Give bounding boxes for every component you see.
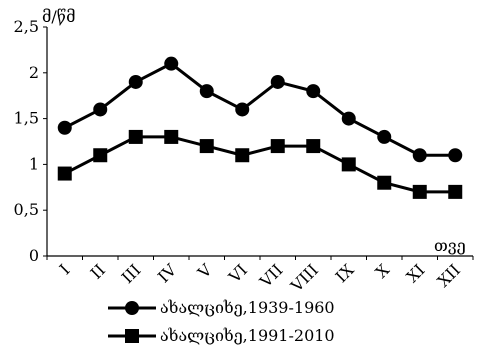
- x-tick-label: III: [118, 260, 145, 287]
- legend-marker: [125, 301, 139, 315]
- data-point: [306, 84, 321, 99]
- data-point: [128, 129, 143, 144]
- legend-label: ახალციხე,1939-1960: [160, 298, 335, 317]
- series-1: [57, 56, 463, 163]
- x-tick-label: VII: [255, 260, 286, 291]
- data-point: [270, 139, 285, 154]
- x-ticks: I II III IV V VI VII VIII IX X XI XII: [46, 256, 474, 296]
- x-tick-label: XI: [403, 260, 429, 286]
- legend: ახალციხე,1939-1960 ახალციხე,1991-2010: [108, 298, 335, 345]
- series-line: [64, 62, 456, 157]
- data-point: [199, 139, 214, 154]
- data-point: [164, 129, 179, 144]
- series-layer: [57, 56, 463, 199]
- legend-label: ახალციხე,1991-2010: [160, 326, 335, 345]
- y-tick-label: 0,5: [14, 200, 39, 219]
- data-point: [412, 184, 427, 199]
- y-tick-label: 2,5: [14, 17, 39, 36]
- series-line: [64, 135, 456, 194]
- y-unit-label: მ/წმ: [42, 7, 75, 26]
- x-tick-label: I: [56, 260, 74, 278]
- x-tick-label: II: [87, 260, 109, 282]
- data-point: [235, 102, 250, 117]
- data-point: [306, 139, 321, 154]
- y-ticks: 0 0,5 1 1,5 2 2,5: [14, 17, 47, 265]
- data-point: [377, 175, 392, 190]
- data-point: [341, 157, 356, 172]
- y-tick-label: 1,5: [14, 109, 39, 128]
- legend-item: ახალციხე,1939-1960: [108, 298, 335, 317]
- x-tick-label: VI: [224, 260, 251, 287]
- data-point: [57, 166, 72, 181]
- x-tick-label: X: [372, 260, 394, 282]
- chart-axes: [46, 27, 473, 257]
- x-tick-label: IV: [154, 260, 180, 286]
- legend-item: ახალციხე,1991-2010: [108, 326, 335, 345]
- data-point: [128, 74, 143, 89]
- data-point: [412, 148, 427, 163]
- data-point: [93, 148, 108, 163]
- legend-marker: [125, 329, 139, 343]
- data-point: [235, 148, 250, 163]
- y-tick-label: 1: [29, 154, 39, 173]
- x-tick-label: IX: [332, 260, 358, 286]
- data-point: [199, 84, 214, 99]
- data-point: [448, 184, 463, 199]
- y-tick-label: 2: [29, 63, 39, 82]
- x-tick-label: XII: [434, 260, 464, 290]
- data-point: [448, 148, 463, 163]
- x-unit-label: თვე: [434, 236, 466, 255]
- data-point: [164, 56, 179, 71]
- data-point: [57, 120, 72, 135]
- data-point: [341, 111, 356, 126]
- data-point: [270, 74, 285, 89]
- data-point: [93, 102, 108, 117]
- x-tick-label: V: [193, 260, 216, 283]
- data-point: [377, 129, 392, 144]
- x-tick-label: VIII: [286, 260, 322, 296]
- y-tick-label: 0: [29, 246, 39, 265]
- series-2: [57, 129, 463, 199]
